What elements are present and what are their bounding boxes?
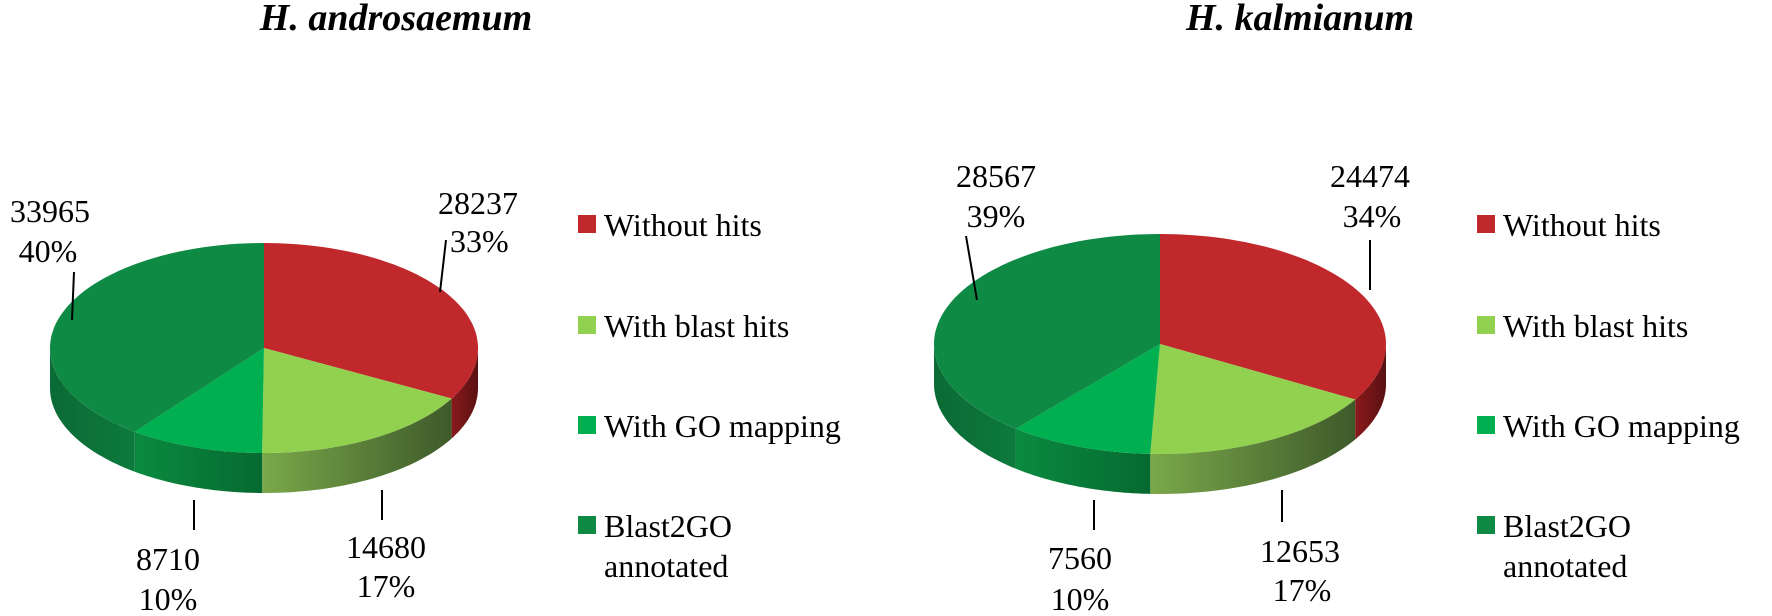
legend-label-go-mapping: With GO mapping — [1503, 408, 1740, 444]
data-label-pct-1-without-hits: 33% — [450, 223, 509, 259]
pie-chart-2: H. kalmianum 24474 34% 12653 17% 7560 10… — [934, 0, 1740, 616]
data-label-pct-1-go-mapping: 10% — [139, 581, 198, 616]
pie-slice-annotated — [50, 243, 264, 432]
legend-label-annotated-line1: Blast2GO — [1503, 508, 1631, 544]
pie-slice-go-mapping — [134, 348, 264, 453]
data-label-pct-2-go-mapping: 10% — [1051, 581, 1110, 616]
pie-slice-annotated — [934, 234, 1160, 429]
legend-swatch-annotated — [578, 516, 596, 534]
pie-slice-without-hits — [264, 243, 478, 399]
legend-swatch-annotated — [1477, 516, 1495, 534]
data-label-count-2-without-hits: 24474 — [1330, 158, 1410, 194]
legend-swatch-go-mapping — [1477, 416, 1495, 434]
legend-swatch-go-mapping — [578, 416, 596, 434]
legend-2: Without hits With blast hits With GO map… — [1477, 207, 1740, 584]
legend-label-without-hits: Without hits — [604, 207, 762, 243]
legend-label-without-hits: Without hits — [1503, 207, 1661, 243]
pie-side-without-hits — [451, 348, 478, 439]
chart-title-2: H. kalmianum — [1185, 0, 1414, 39]
data-label-count-1-blast-hits: 14680 — [346, 529, 426, 565]
leader-line-2-annotated — [965, 235, 978, 301]
legend-swatch-blast-hits — [1477, 316, 1495, 334]
chart-title-1: H. androsaemum — [259, 0, 532, 39]
legend-swatch-without-hits — [578, 215, 596, 233]
data-label-pct-2-blast-hits: 17% — [1273, 572, 1332, 608]
legend-label-annotated-line2: annotated — [1503, 548, 1627, 584]
data-label-count-2-go-mapping: 7560 — [1048, 540, 1112, 576]
pie-side-go-mapping — [134, 431, 263, 493]
pie-side-blast-hits — [1150, 399, 1356, 494]
pie-1-slices — [50, 243, 478, 493]
legend-swatch-without-hits — [1477, 215, 1495, 233]
legend-swatch-blast-hits — [578, 316, 596, 334]
pie-slice-blast-hits — [1150, 344, 1356, 454]
data-label-count-2-blast-hits: 12653 — [1260, 533, 1340, 569]
data-label-count-1-without-hits: 28237 — [438, 185, 518, 221]
leader-line-1-without-hits — [439, 239, 447, 293]
data-label-count-1-annotated: 33965 — [10, 193, 90, 229]
legend-label-go-mapping: With GO mapping — [604, 408, 841, 444]
data-label-count-2-annotated: 28567 — [956, 158, 1036, 194]
data-label-pct-2-annotated: 39% — [967, 198, 1026, 234]
legend-label-blast-hits: With blast hits — [1503, 308, 1688, 344]
pie-chart-1: H. androsaemum 28237 33% 14680 17% 8710 … — [10, 0, 841, 616]
pie-side-blast-hits — [262, 398, 452, 493]
leader-line-1-annotated — [71, 271, 75, 321]
pie-slice-go-mapping — [1015, 344, 1160, 454]
legend-label-blast-hits: With blast hits — [604, 308, 789, 344]
data-label-pct-1-blast-hits: 17% — [357, 568, 416, 604]
pie-side-annotated — [50, 348, 135, 472]
pie-slice-without-hits — [1160, 234, 1386, 400]
data-label-pct-1-annotated: 40% — [19, 233, 78, 269]
pie-2-slices — [934, 234, 1386, 494]
pie-side-go-mapping — [1015, 428, 1151, 494]
pie-side-annotated — [934, 344, 1016, 469]
pie-side-without-hits — [1355, 344, 1386, 440]
legend-label-annotated-line2: annotated — [604, 548, 728, 584]
pie-slice-blast-hits — [262, 348, 452, 453]
legend-1: Without hits With blast hits With GO map… — [578, 207, 841, 584]
legend-label-annotated-line1: Blast2GO — [604, 508, 732, 544]
data-label-pct-2-without-hits: 34% — [1343, 198, 1402, 234]
data-label-count-1-go-mapping: 8710 — [136, 541, 200, 577]
